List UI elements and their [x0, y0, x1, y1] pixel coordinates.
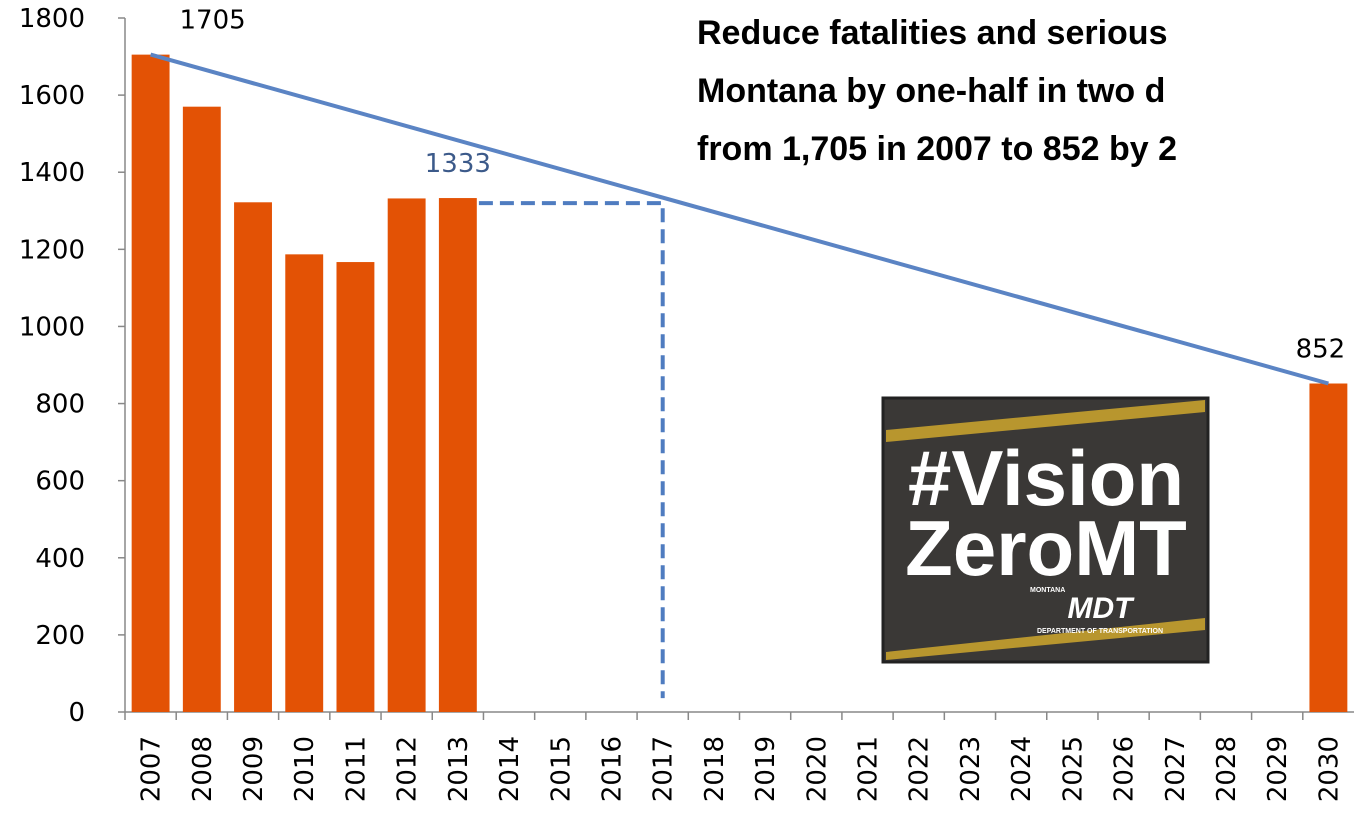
- x-tick-label: 2012: [393, 736, 423, 802]
- x-tick-label: 2025: [1058, 736, 1088, 802]
- x-tick-label: 2024: [1007, 736, 1037, 802]
- x-tick-label: 2007: [137, 736, 167, 802]
- x-tick-label: 2021: [854, 736, 884, 802]
- title-line: Reduce fatalities and serious: [697, 14, 1168, 52]
- x-tick-label: 2014: [495, 736, 525, 802]
- y-tick-label: 800: [35, 390, 85, 420]
- bar: [336, 262, 374, 712]
- bar: [285, 254, 323, 712]
- y-tick-label: 1800: [19, 4, 85, 34]
- y-tick-label: 1000: [19, 312, 85, 342]
- title-line: from 1,705 in 2007 to 852 by 2: [697, 130, 1177, 168]
- x-tick-label: 2010: [290, 736, 320, 802]
- bar: [1309, 384, 1347, 712]
- logo: #Vision ZeroMT MONTANA MDT DEPARTMENT OF…: [883, 398, 1208, 662]
- x-tick-label: 2015: [546, 736, 576, 802]
- x-tick-label: 2020: [802, 736, 832, 802]
- y-tick-label: 1400: [19, 158, 85, 188]
- x-tick-label: 2026: [1110, 736, 1140, 802]
- y-tick-label: 400: [35, 544, 85, 574]
- x-tick-label: 2028: [1212, 736, 1242, 802]
- bar: [132, 55, 170, 712]
- x-tick-label: 2017: [649, 736, 679, 802]
- logo-brand: MDT: [1068, 592, 1136, 625]
- bar: [388, 198, 426, 712]
- x-tick-label: 2008: [188, 736, 218, 802]
- y-tick-label: 600: [35, 467, 85, 497]
- dashed-line: [458, 203, 663, 698]
- bar: [183, 107, 221, 712]
- title: Reduce fatalities and serious Montana by…: [697, 14, 1177, 168]
- x-tick-label: 2009: [239, 736, 269, 802]
- y-tick-label: 0: [68, 698, 85, 728]
- x-tick-label: 2023: [956, 736, 986, 802]
- y-tick-label: 1600: [19, 81, 85, 111]
- data-label: 1333: [425, 149, 491, 179]
- chart: Reduce fatalities and serious Montana by…: [0, 0, 1354, 814]
- x-tick-label: 2030: [1314, 736, 1344, 802]
- x-tick-label: 2029: [1263, 736, 1293, 802]
- data-label: 1705: [180, 6, 246, 36]
- data-label: 852: [1296, 335, 1346, 365]
- logo-department: DEPARTMENT OF TRANSPORTATION: [1037, 628, 1163, 635]
- y-tick-label: 1200: [19, 235, 85, 265]
- logo-state: MONTANA: [1030, 587, 1065, 594]
- x-tick-label: 2013: [444, 736, 474, 802]
- bar: [234, 202, 272, 712]
- y-tick-label: 200: [35, 621, 85, 651]
- x-tick-label: 2027: [1161, 736, 1191, 802]
- title-line: Montana by one-half in two d: [697, 72, 1165, 110]
- bar: [439, 198, 477, 712]
- x-tick-label: 2016: [597, 736, 627, 802]
- x-tick-label: 2011: [341, 736, 371, 802]
- logo-text: ZeroMT: [905, 504, 1187, 592]
- x-tick-label: 2019: [751, 736, 781, 802]
- x-tick-label: 2018: [700, 736, 730, 802]
- x-tick-label: 2022: [905, 736, 935, 802]
